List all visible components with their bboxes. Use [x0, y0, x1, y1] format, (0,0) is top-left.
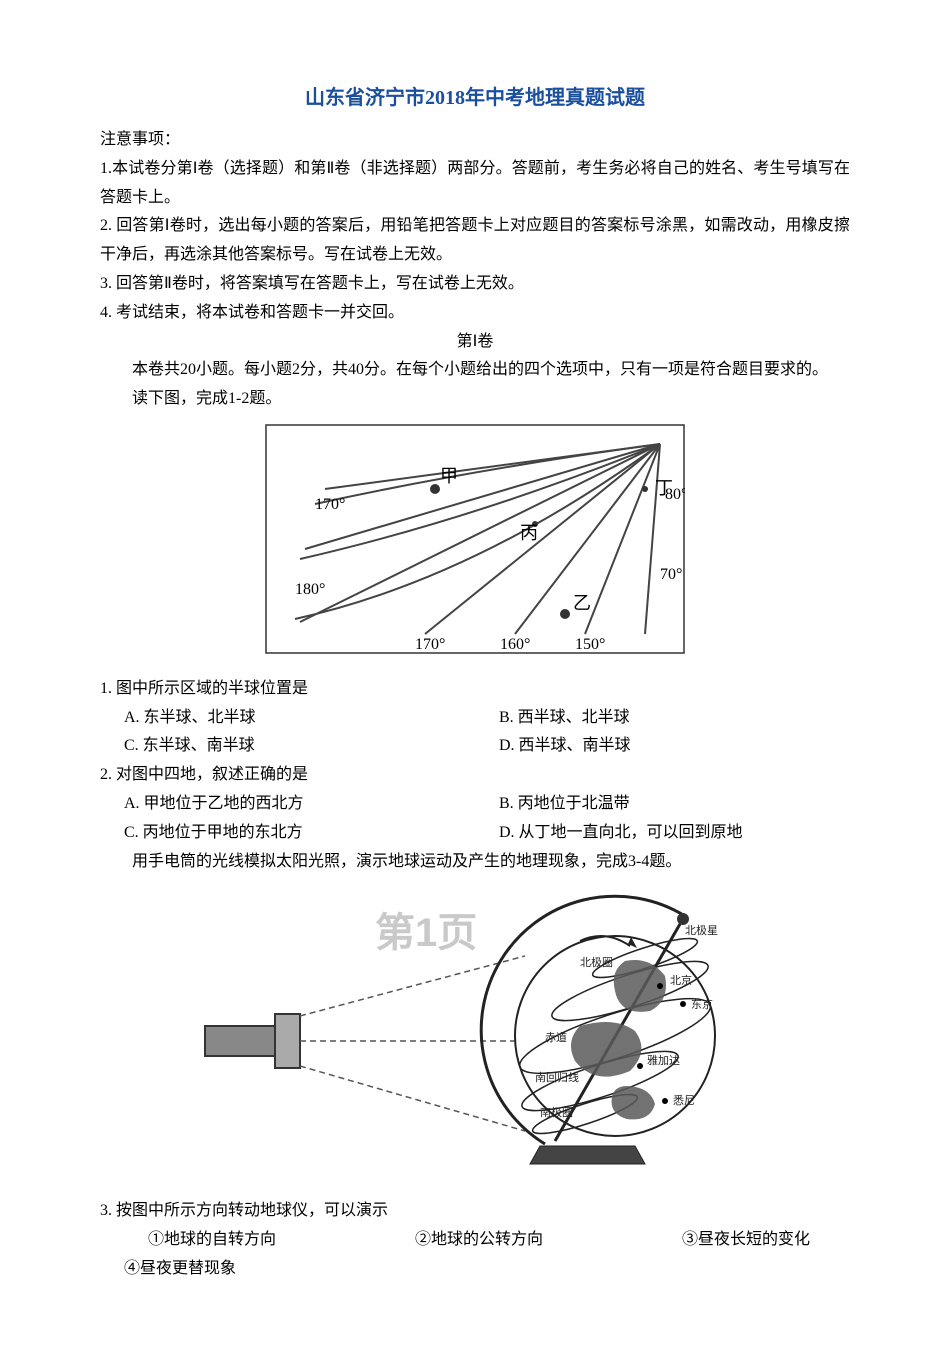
- section-intro: 本卷共20小题。每小题2分，共40分。在每个小题给出的四个选项中，只有一项是符合…: [100, 356, 850, 385]
- instruction-label: 注意事项：: [100, 126, 850, 155]
- option-4: ④昼夜更替现象: [100, 1255, 236, 1284]
- option-2: ②地球的公转方向: [391, 1226, 543, 1255]
- globe-flashlight-diagram: 第1页: [185, 886, 765, 1176]
- option-d: D. 从丁地一直向北，可以回到原地: [475, 819, 850, 848]
- option-a: A. 东半球、北半球: [100, 704, 475, 733]
- follow-prompt: 用手电筒的光线模拟太阳光照，演示地球运动及产生的地理现象，完成3-4题。: [100, 848, 850, 877]
- question-text: 1. 图中所示区域的半球位置是: [100, 675, 850, 704]
- page-title: 山东省济宁市2018年中考地理真题试题: [100, 80, 850, 116]
- question-text: 3. 按图中所示方向转动地球仪，可以演示: [100, 1197, 850, 1226]
- option-c: C. 丙地位于甲地的东北方: [100, 819, 475, 848]
- label-lng180: 180°: [295, 581, 325, 598]
- option-a: A. 甲地位于乙地的西北方: [100, 790, 475, 819]
- label-lat80: 80°: [665, 486, 685, 503]
- label-beijing: 北京: [670, 973, 692, 987]
- instruction-item: 3. 回答第Ⅱ卷时，将答案填写在答题卡上，写在试卷上无效。: [100, 270, 850, 299]
- label-lng160e: 160°: [500, 636, 530, 653]
- label-lng170e: 170°: [415, 636, 445, 653]
- label-nanjiquan: 南极圈: [540, 1105, 573, 1119]
- label-yajadao: 雅加达: [647, 1053, 680, 1067]
- option-b: B. 西半球、北半球: [475, 704, 850, 733]
- label-nanhuiguixian: 南回归线: [535, 1070, 579, 1084]
- instruction-item: 4. 考试结束，将本试卷和答题卡一并交回。: [100, 299, 850, 328]
- map-grid-diagram: 甲 丙 乙 丁 170° 180° 170° 160° 150° 80° 70°: [265, 424, 685, 654]
- read-prompt: 读下图，完成1-2题。: [100, 385, 850, 414]
- option-1: ①地球的自转方向: [124, 1226, 276, 1255]
- watermark-text: 第1页: [375, 911, 477, 955]
- label-jia: 甲: [440, 466, 458, 486]
- figure-1: 甲 丙 乙 丁 170° 180° 170° 160° 150° 80° 70°: [100, 424, 850, 665]
- section-heading: 第Ⅰ卷: [100, 328, 850, 357]
- question-options-inline: ①地球的自转方向 ②地球的公转方向 ③昼夜长短的变化 ④昼夜更替现象: [100, 1226, 850, 1284]
- instruction-item: 1.本试卷分第Ⅰ卷（选择题）和第Ⅱ卷（非选择题）两部分。答题前，考生务必将自己的…: [100, 155, 850, 213]
- label-beijiquan: 北极圈: [580, 955, 613, 969]
- label-yi: 乙: [573, 593, 591, 613]
- option-3: ③昼夜长短的变化: [658, 1226, 810, 1255]
- figure-2: 第1页: [100, 886, 850, 1187]
- label-bing: 丙: [520, 523, 538, 543]
- label-xini: 悉尼: [673, 1094, 695, 1107]
- question-text: 2. 对图中四地，叙述正确的是: [100, 761, 850, 790]
- label-dongjing: 东京: [691, 997, 713, 1011]
- label-lng150e: 150°: [575, 636, 605, 653]
- instruction-item: 2. 回答第Ⅰ卷时，选出每小题的答案后，用铅笔把答题卡上对应题目的答案标号涂黑，…: [100, 212, 850, 270]
- label-beijixing: 北极星: [685, 923, 718, 937]
- option-b: B. 丙地位于北温带: [475, 790, 850, 819]
- option-d: D. 西半球、南半球: [475, 732, 850, 761]
- label-lng170w: 170°: [315, 496, 345, 513]
- option-c: C. 东半球、南半球: [100, 732, 475, 761]
- label-lat70: 70°: [660, 566, 682, 583]
- label-chidao: 赤道: [545, 1030, 567, 1044]
- flashlight-icon: [205, 1014, 300, 1068]
